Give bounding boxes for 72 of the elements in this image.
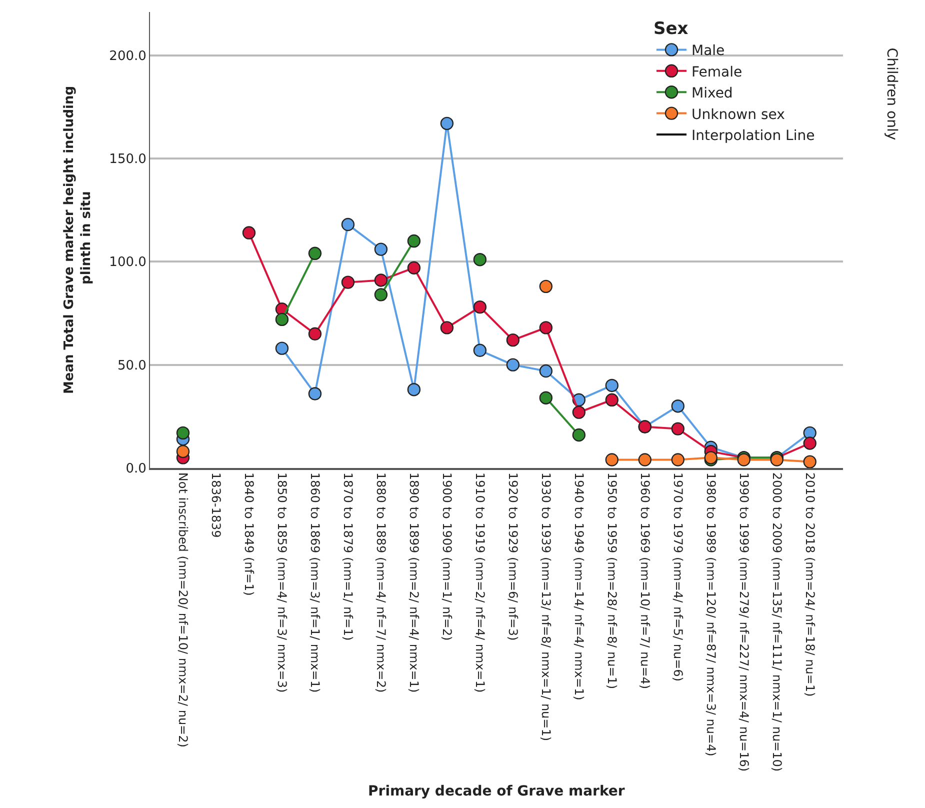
point <box>539 364 553 378</box>
point <box>473 300 487 314</box>
y-tick-label: 100.0 <box>109 255 146 270</box>
point <box>473 344 487 357</box>
x-tick-label: 2010 to 2018 (nm=24/ nf=18/ nu=1) <box>802 472 817 697</box>
y-axis-title: Mean Total Grave marker height including plinth in situ <box>62 86 94 394</box>
point <box>572 406 586 419</box>
x-tick-label: 1836-1839 <box>209 472 224 538</box>
legend-label: Unknown sex <box>692 106 785 123</box>
x-tick-label: 2000 to 2009 (nm=135/ nf=111/ nmx=1/ nu=10) <box>770 472 784 772</box>
point <box>803 436 816 450</box>
x-tick-label: 1850 to 1859 (nm=4/ nf=3/ nmx=3) <box>275 472 290 693</box>
point <box>671 400 684 413</box>
point <box>341 276 355 289</box>
x-tick-label: 1860 to 1869 (nm=3/ nf=1/ nmx=1) <box>308 472 322 693</box>
legend-title: Sex <box>654 19 688 40</box>
x-axis-title: Primary decade of Grave marker <box>368 783 625 800</box>
x-tick-label: 1940 to 1949 (nm=14/ nf=4/ nmx=1) <box>572 472 586 700</box>
point <box>638 453 652 466</box>
point <box>440 321 454 334</box>
legend-label: Female <box>692 64 742 80</box>
point <box>308 387 322 400</box>
point <box>374 288 388 302</box>
y-tick-label: 50.0 <box>117 358 146 374</box>
point <box>506 333 520 347</box>
point <box>506 358 520 372</box>
point <box>275 342 289 355</box>
point <box>539 321 553 334</box>
point <box>176 426 190 440</box>
x-tick-label: 1970 to 1979 (nm=4/ nf=5/ nu=6) <box>670 472 685 682</box>
point <box>407 234 421 248</box>
y-tick-label: 150.0 <box>109 152 146 168</box>
y-tick-label: 0.0 <box>126 462 146 477</box>
x-tick-label: 1890 to 1899 (nm=2/ nf=4/ nmx=1) <box>407 472 422 693</box>
x-tick-label: Not inscribed (nm=20/ nf=10/ nmx=2/ nu=2) <box>176 472 190 748</box>
point <box>572 428 586 442</box>
point <box>671 453 684 466</box>
x-tick-label: 1930 to 1939 (nm=13/ nf=8/ nmx=1/ nu=1) <box>539 472 554 742</box>
point <box>242 226 256 240</box>
point <box>176 444 190 458</box>
legend-label: Male <box>692 43 725 60</box>
point <box>341 218 355 232</box>
point <box>407 261 421 274</box>
point <box>473 253 487 266</box>
x-tick-label: 1920 to 1929 (nm=6/ nf=3) <box>506 472 520 641</box>
point <box>308 327 322 340</box>
point <box>803 455 816 468</box>
point <box>374 242 388 256</box>
x-tick-label: 1900 to 1909 (nm=1/ nf=2) <box>440 472 454 641</box>
point <box>374 274 388 287</box>
y-tick-label: 200.0 <box>109 48 146 64</box>
point <box>275 312 289 326</box>
point <box>539 280 553 294</box>
point <box>308 246 322 260</box>
point <box>407 382 421 396</box>
point <box>605 378 618 392</box>
point <box>440 116 454 130</box>
point <box>539 391 553 404</box>
text: Children only <box>883 48 900 140</box>
x-tick-label: 1840 to 1849 (nf=1) <box>242 472 256 596</box>
point <box>671 422 684 436</box>
legend-label: Interpolation Line <box>692 128 815 144</box>
x-tick-label: 1880 to 1889 (nm=4/ nf=7/ nmx=2) <box>374 472 388 693</box>
x-tick-label: 1870 to 1879 (nm=1/ nf=1) <box>341 472 356 641</box>
x-tick-label: 1990 to 1999 (nm=279/ nf=227/ nmx=4/ nu=16) <box>736 472 751 772</box>
legend-label: Mixed <box>692 86 733 102</box>
point <box>605 393 618 407</box>
point <box>605 453 618 466</box>
x-tick-label: 1950 to 1959 (nm=28/ nf=8/ nu=1) <box>605 472 619 690</box>
x-tick-label: 1980 to 1989 (nm=120/ nf=87/ nmx=3/ nu=4) <box>704 472 718 756</box>
x-tick-label: 1960 to 1969 (nm=10/ nf=7/ nu=4) <box>638 472 652 690</box>
x-tick-label: 1910 to 1919 (nm=2/ nf=4/ nmx=1) <box>473 472 488 693</box>
